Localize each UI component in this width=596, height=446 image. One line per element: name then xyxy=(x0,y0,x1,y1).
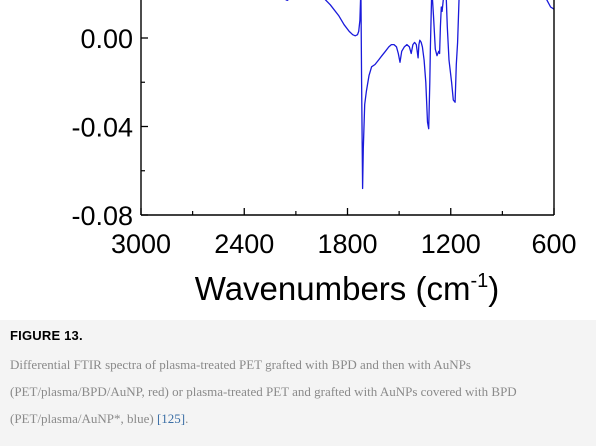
x-tick-label: 600 xyxy=(531,229,576,259)
figure-plot-panel: 3000 2400 1800 1200 600 0.00 -0.04 -0.08 Wavenu… xyxy=(0,0,596,320)
x-tick-label: 3000 xyxy=(111,229,171,259)
spectrum-layer xyxy=(285,0,554,190)
x-tick-label: 1200 xyxy=(421,229,481,259)
spectrum-line-1 xyxy=(285,0,554,190)
y-tick-label: 0.00 xyxy=(80,24,133,54)
caption-end: . xyxy=(185,411,189,426)
ticks-layer: 3000 2400 1800 1200 600 0.00 -0.04 -0.08 xyxy=(71,24,576,259)
figure-label: FIGURE 13. xyxy=(10,328,83,343)
citation-link[interactable]: [125] xyxy=(156,411,186,426)
caption-text: Differential FTIR spectra of plasma-trea… xyxy=(10,351,590,432)
x-tick-label: 2400 xyxy=(214,229,274,259)
x-axis-title: Wavenumbers (cm-1) xyxy=(195,270,499,307)
x-tick-label: 1800 xyxy=(317,229,377,259)
figure-caption: FIGURE 13. Differential FTIR spectra of … xyxy=(10,328,590,432)
y-tick-label: -0.04 xyxy=(71,113,133,143)
axes-layer xyxy=(140,0,555,216)
ftir-chart: 3000 2400 1800 1200 600 0.00 -0.04 -0.08 Wavenu… xyxy=(71,0,577,307)
y-tick-label: -0.08 xyxy=(71,201,133,231)
caption-body: Differential FTIR spectra of plasma-trea… xyxy=(10,357,517,426)
